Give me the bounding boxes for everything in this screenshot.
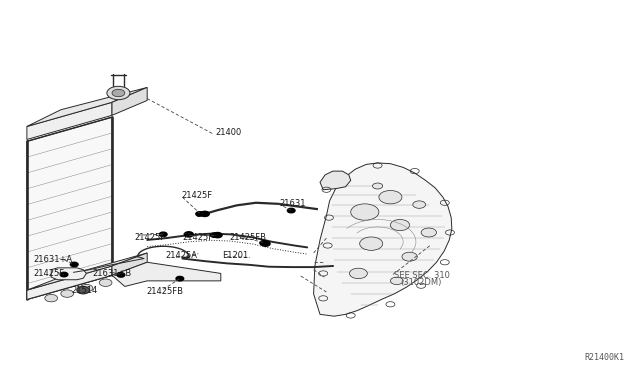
- Circle shape: [402, 252, 417, 261]
- Text: 21425F: 21425F: [134, 233, 166, 242]
- Text: 21425FB: 21425FB: [146, 287, 183, 296]
- Circle shape: [60, 272, 68, 277]
- Circle shape: [200, 211, 209, 217]
- Circle shape: [45, 294, 58, 302]
- Polygon shape: [314, 163, 452, 316]
- Text: 21400: 21400: [215, 128, 241, 137]
- Circle shape: [213, 232, 222, 238]
- Circle shape: [70, 262, 78, 267]
- Circle shape: [351, 204, 379, 220]
- Text: 21631+A: 21631+A: [33, 255, 72, 264]
- Circle shape: [260, 241, 268, 245]
- Polygon shape: [51, 268, 86, 280]
- Circle shape: [61, 290, 74, 297]
- Text: 21631: 21631: [280, 199, 306, 208]
- Circle shape: [196, 212, 204, 216]
- Circle shape: [413, 201, 426, 208]
- Polygon shape: [112, 253, 147, 275]
- Circle shape: [159, 232, 167, 237]
- Polygon shape: [320, 171, 351, 190]
- Text: 21425FB: 21425FB: [229, 233, 266, 242]
- Circle shape: [372, 183, 383, 189]
- Circle shape: [117, 273, 125, 277]
- Circle shape: [287, 208, 295, 213]
- Text: 21631+B: 21631+B: [93, 269, 132, 278]
- Polygon shape: [27, 266, 112, 299]
- Text: E1201: E1201: [222, 251, 248, 260]
- Polygon shape: [27, 117, 112, 299]
- Polygon shape: [27, 87, 147, 126]
- Circle shape: [99, 279, 112, 286]
- Circle shape: [176, 276, 184, 281]
- Circle shape: [184, 232, 193, 237]
- Text: 21425F: 21425F: [182, 233, 214, 242]
- Circle shape: [390, 219, 410, 231]
- Circle shape: [107, 86, 130, 100]
- Text: 21514: 21514: [72, 286, 98, 295]
- Text: 21425A: 21425A: [165, 251, 197, 260]
- Circle shape: [80, 285, 93, 292]
- Circle shape: [211, 233, 218, 237]
- Circle shape: [112, 89, 125, 97]
- Polygon shape: [27, 253, 147, 290]
- Circle shape: [421, 228, 436, 237]
- Polygon shape: [112, 262, 221, 286]
- Circle shape: [360, 237, 383, 250]
- Circle shape: [349, 268, 367, 279]
- Text: 21425F: 21425F: [181, 191, 212, 200]
- Circle shape: [261, 241, 270, 246]
- Circle shape: [379, 190, 402, 204]
- Polygon shape: [112, 87, 147, 115]
- Text: 21425F: 21425F: [33, 269, 65, 278]
- Circle shape: [77, 286, 90, 294]
- Circle shape: [390, 277, 403, 285]
- Polygon shape: [27, 102, 112, 140]
- Text: (3102DM): (3102DM): [400, 278, 442, 287]
- Text: R21400K1: R21400K1: [584, 353, 624, 362]
- Text: SEE SEC. 310: SEE SEC. 310: [394, 271, 450, 280]
